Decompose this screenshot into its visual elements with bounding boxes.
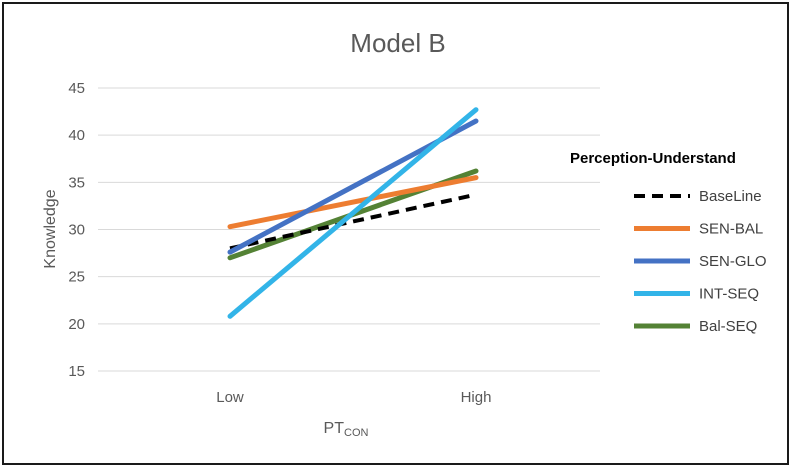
y-tick-25: 25 bbox=[68, 269, 85, 286]
series-line-baseline bbox=[229, 192, 477, 251]
series-line-sen-bal bbox=[227, 175, 479, 230]
legend-label-bal-seq: Bal-SEQ bbox=[699, 318, 757, 335]
series-lines bbox=[227, 107, 479, 319]
x-axis-label-subscript: CON bbox=[344, 427, 369, 439]
y-tick-20: 20 bbox=[68, 316, 85, 333]
y-tick-labels: 15 20 25 30 35 40 45 bbox=[68, 80, 85, 380]
y-tick-45: 45 bbox=[68, 80, 85, 97]
x-tick-high: High bbox=[461, 389, 492, 406]
series-line-int-seq bbox=[227, 107, 479, 319]
legend-label-sen-bal: SEN-BAL bbox=[699, 221, 763, 238]
x-axis-label: PTCON bbox=[324, 420, 369, 439]
gridlines bbox=[98, 87, 600, 372]
legend-label-baseline: BaseLine bbox=[699, 188, 762, 205]
legend-label-int-seq: INT-SEQ bbox=[699, 286, 759, 303]
legend: BaseLine SEN-BAL SEN-GLO INT-SEQ Bal-SEQ bbox=[634, 188, 767, 335]
x-axis-label-main: PT bbox=[324, 420, 345, 437]
legend-label-sen-glo: SEN-GLO bbox=[699, 253, 767, 270]
x-tick-labels: Low High bbox=[216, 389, 491, 406]
y-tick-35: 35 bbox=[68, 174, 85, 191]
legend-title: Perception-Understand bbox=[570, 150, 736, 167]
y-tick-15: 15 bbox=[68, 363, 85, 380]
y-tick-40: 40 bbox=[68, 127, 85, 144]
chart-frame bbox=[2, 2, 789, 465]
x-tick-low: Low bbox=[216, 389, 244, 406]
y-axis-label: Knowledge bbox=[42, 189, 59, 268]
chart-title: Model B bbox=[350, 28, 445, 58]
y-tick-30: 30 bbox=[68, 222, 85, 239]
